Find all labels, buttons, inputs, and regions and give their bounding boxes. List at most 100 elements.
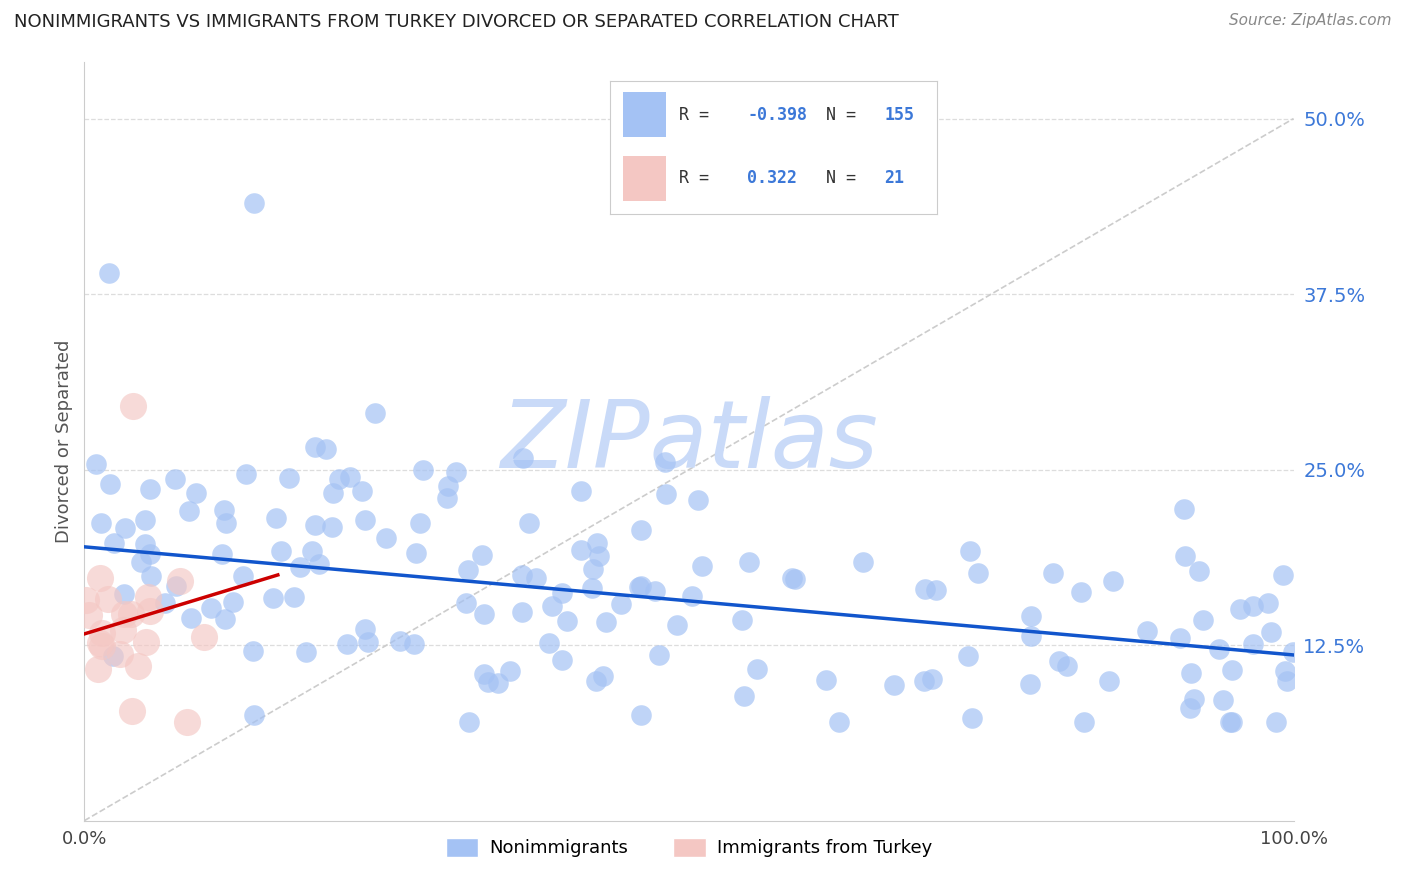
Point (630, 523, 652, 537)
Point (1073, 715, 1095, 730)
Point (98, 477, 121, 491)
Point (215, 516, 238, 531)
Point (165, 579, 187, 593)
Point (405, 546, 427, 560)
Point (328, 472, 350, 486)
Point (665, 617, 688, 632)
Point (785, 572, 807, 586)
Point (1070, 584, 1092, 599)
Point (169, 574, 191, 588)
Point (524, 572, 547, 586)
Point (883, 678, 905, 692)
Point (1019, 609, 1042, 624)
Point (630, 579, 652, 593)
Point (1220, 715, 1243, 730)
Point (1135, 624, 1157, 639)
Point (278, 471, 301, 485)
Point (165, 472, 187, 486)
Point (315, 442, 337, 456)
Point (84, 457, 107, 471)
Point (221, 595, 243, 609)
Point (745, 662, 768, 676)
Point (129, 555, 152, 569)
Point (551, 653, 574, 667)
Point (686, 493, 709, 508)
Point (555, 614, 578, 628)
Point (127, 659, 149, 673)
Point (180, 611, 202, 625)
Point (644, 584, 666, 599)
Point (242, 708, 264, 723)
Point (472, 607, 495, 622)
Point (1180, 665, 1202, 680)
Point (363, 407, 385, 421)
Point (374, 531, 396, 545)
Point (97, 266, 120, 280)
Point (1178, 700, 1201, 714)
Point (588, 549, 610, 564)
Point (1191, 613, 1213, 627)
Point (690, 559, 713, 574)
Point (1173, 502, 1195, 516)
Point (235, 467, 257, 481)
Point (1101, 574, 1123, 588)
Point (388, 634, 411, 648)
Point (1260, 625, 1282, 640)
Point (1098, 674, 1121, 689)
Point (79, 607, 101, 622)
Point (108, 647, 131, 661)
Point (569, 483, 592, 498)
Point (139, 603, 162, 617)
Point (815, 673, 838, 687)
Point (134, 513, 156, 527)
Point (87, 662, 110, 676)
Point (1056, 659, 1078, 673)
Point (177, 503, 200, 517)
Point (510, 605, 533, 619)
Point (648, 648, 671, 663)
Point (89, 571, 111, 585)
Point (512, 450, 534, 465)
Point (510, 568, 533, 582)
Point (353, 623, 375, 637)
Point (153, 596, 176, 610)
Point (610, 597, 633, 611)
Point (304, 518, 326, 533)
Point (925, 583, 948, 598)
Point (339, 469, 361, 483)
Point (582, 562, 605, 576)
Point (295, 645, 318, 659)
Point (1182, 691, 1205, 706)
Point (97, 592, 120, 607)
Text: NONIMMIGRANTS VS IMMIGRANTS FROM TURKEY DIVORCED OR SEPARATED CORRELATION CHART: NONIMMIGRANTS VS IMMIGRANTS FROM TURKEY … (14, 13, 898, 31)
Point (1282, 645, 1305, 659)
Point (595, 615, 617, 629)
Point (627, 581, 650, 595)
Point (733, 689, 755, 703)
Point (571, 542, 593, 557)
Point (537, 636, 560, 650)
Point (304, 440, 326, 454)
Point (852, 556, 875, 570)
Point (921, 672, 943, 686)
Point (138, 482, 160, 496)
Point (90, 516, 112, 531)
Point (357, 635, 380, 649)
Point (90, 640, 112, 654)
Point (1275, 674, 1298, 689)
Point (354, 513, 377, 527)
Point (1019, 629, 1042, 643)
Point (214, 612, 236, 626)
Point (288, 560, 311, 574)
Point (592, 669, 614, 683)
Point (470, 548, 492, 562)
Point (1047, 654, 1070, 668)
Point (472, 666, 495, 681)
Point (301, 543, 323, 558)
Point (134, 537, 156, 551)
Point (437, 479, 460, 493)
Point (444, 465, 467, 479)
Point (139, 548, 162, 562)
Point (404, 637, 426, 651)
Point (1018, 677, 1040, 691)
